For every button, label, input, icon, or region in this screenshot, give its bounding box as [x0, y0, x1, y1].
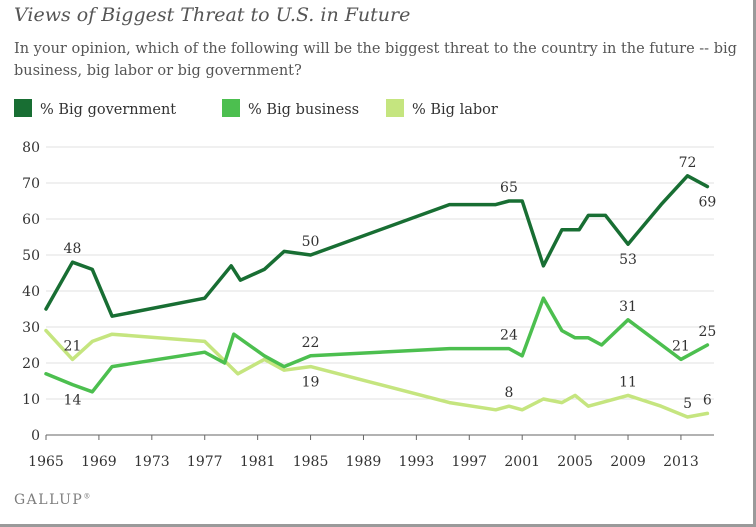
- y-tick-label-70: 70: [22, 176, 40, 192]
- y-tick-label-0: 0: [31, 428, 40, 444]
- legend-item-big-labor: % Big labor: [386, 99, 498, 118]
- x-tick-label-2005: 2005: [557, 454, 593, 470]
- source-logo: GALLUP®: [14, 492, 90, 508]
- data-label-big-labor-21: 21: [64, 338, 82, 354]
- legend-item-big-business: % Big business: [222, 99, 359, 118]
- data-label-big-business-25: 25: [698, 324, 716, 340]
- x-tick-label-1985: 1985: [293, 454, 329, 470]
- x-tick-label-1977: 1977: [187, 454, 223, 470]
- data-label-big-government-48: 48: [64, 241, 82, 257]
- legend-label-big-business: % Big business: [248, 102, 360, 118]
- y-tick-label-50: 50: [22, 248, 40, 264]
- y-tick-label-20: 20: [22, 356, 40, 372]
- data-label-big-business-24: 24: [500, 328, 518, 344]
- y-tick-label-80: 80: [22, 140, 40, 156]
- data-label-big-government-69: 69: [698, 195, 716, 211]
- legend-label-big-labor: % Big labor: [412, 102, 498, 118]
- data-label-big-labor-5: 5: [683, 396, 692, 412]
- y-tick-label-40: 40: [22, 284, 40, 300]
- y-tick-label-30: 30: [22, 320, 40, 336]
- chart-title: Views of Biggest Threat to U.S. in Futur…: [14, 4, 411, 26]
- legend-item-big-government: % Big government: [14, 99, 176, 118]
- chart-subtitle: In your opinion, which of the following …: [14, 41, 737, 79]
- x-tick-label-1969: 1969: [81, 454, 117, 470]
- data-label-big-government-50: 50: [302, 234, 320, 250]
- x-tick-label-1993: 1993: [399, 454, 435, 470]
- data-label-big-business-22: 22: [302, 335, 320, 351]
- x-tick-label-1981: 1981: [240, 454, 276, 470]
- y-tick-label-60: 60: [22, 212, 40, 228]
- data-label-big-government-72: 72: [679, 155, 697, 171]
- series-line-big-business: [44, 296, 710, 394]
- data-label-big-labor-11: 11: [619, 374, 637, 390]
- source-mark: ®: [83, 492, 91, 501]
- x-tick-label-1997: 1997: [451, 454, 487, 470]
- legend-swatch-big-government: [14, 99, 32, 117]
- x-tick-label-1965: 1965: [28, 454, 64, 470]
- x-tick-label-2001: 2001: [504, 454, 540, 470]
- data-label-big-labor-19: 19: [302, 375, 320, 391]
- data-label-big-government-65: 65: [500, 180, 518, 196]
- source-label: GALLUP: [14, 492, 84, 508]
- data-label-big-government-53: 53: [619, 252, 637, 268]
- series-line-big-labor: [44, 328, 710, 419]
- data-label-big-labor-8: 8: [505, 385, 514, 401]
- x-tick-label-1989: 1989: [346, 454, 382, 470]
- legend-swatch-big-labor: [386, 99, 404, 117]
- data-label-big-business-14: 14: [64, 393, 82, 409]
- legend-swatch-big-business: [222, 99, 240, 117]
- legend-label-big-government: % Big government: [40, 102, 177, 118]
- data-label-big-business-21: 21: [672, 338, 690, 354]
- series-line-big-government: [44, 174, 710, 318]
- data-label-big-business-31: 31: [619, 299, 637, 315]
- y-tick-label-10: 10: [22, 392, 40, 408]
- x-tick-label-2009: 2009: [610, 454, 646, 470]
- data-label-big-labor-6: 6: [703, 392, 712, 408]
- x-tick-label-1973: 1973: [134, 454, 170, 470]
- x-tick-label-2013: 2013: [663, 454, 699, 470]
